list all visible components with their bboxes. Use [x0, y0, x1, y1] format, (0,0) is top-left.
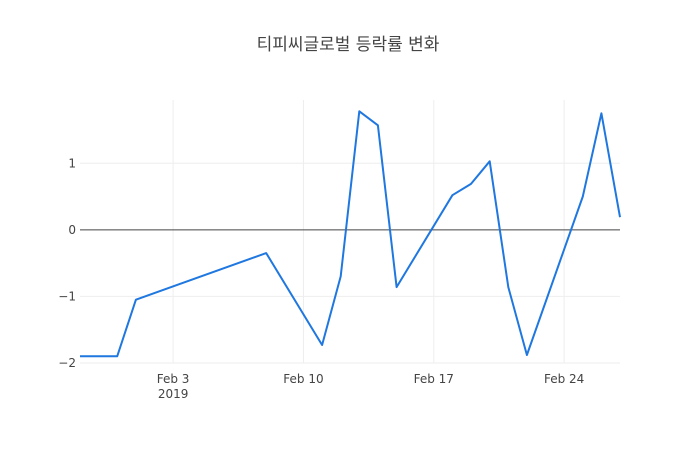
chart-title: 티피씨글로벌 등락률 변화	[257, 35, 440, 55]
y-tick-label: −1	[58, 289, 76, 303]
x-tick-label: Feb 3	[157, 372, 190, 386]
grid	[80, 100, 620, 364]
x-tick-label: Feb 10	[283, 372, 323, 386]
y-tick-label: −2	[58, 356, 76, 370]
x-tick-year-label: 2019	[158, 387, 189, 401]
series-line	[80, 110, 621, 358]
series	[80, 110, 621, 358]
y-tick-label: 1	[68, 156, 76, 170]
x-tick-label: Feb 17	[414, 372, 454, 386]
x-tick-label: Feb 24	[544, 372, 584, 386]
y-tick-label: 0	[68, 223, 76, 237]
